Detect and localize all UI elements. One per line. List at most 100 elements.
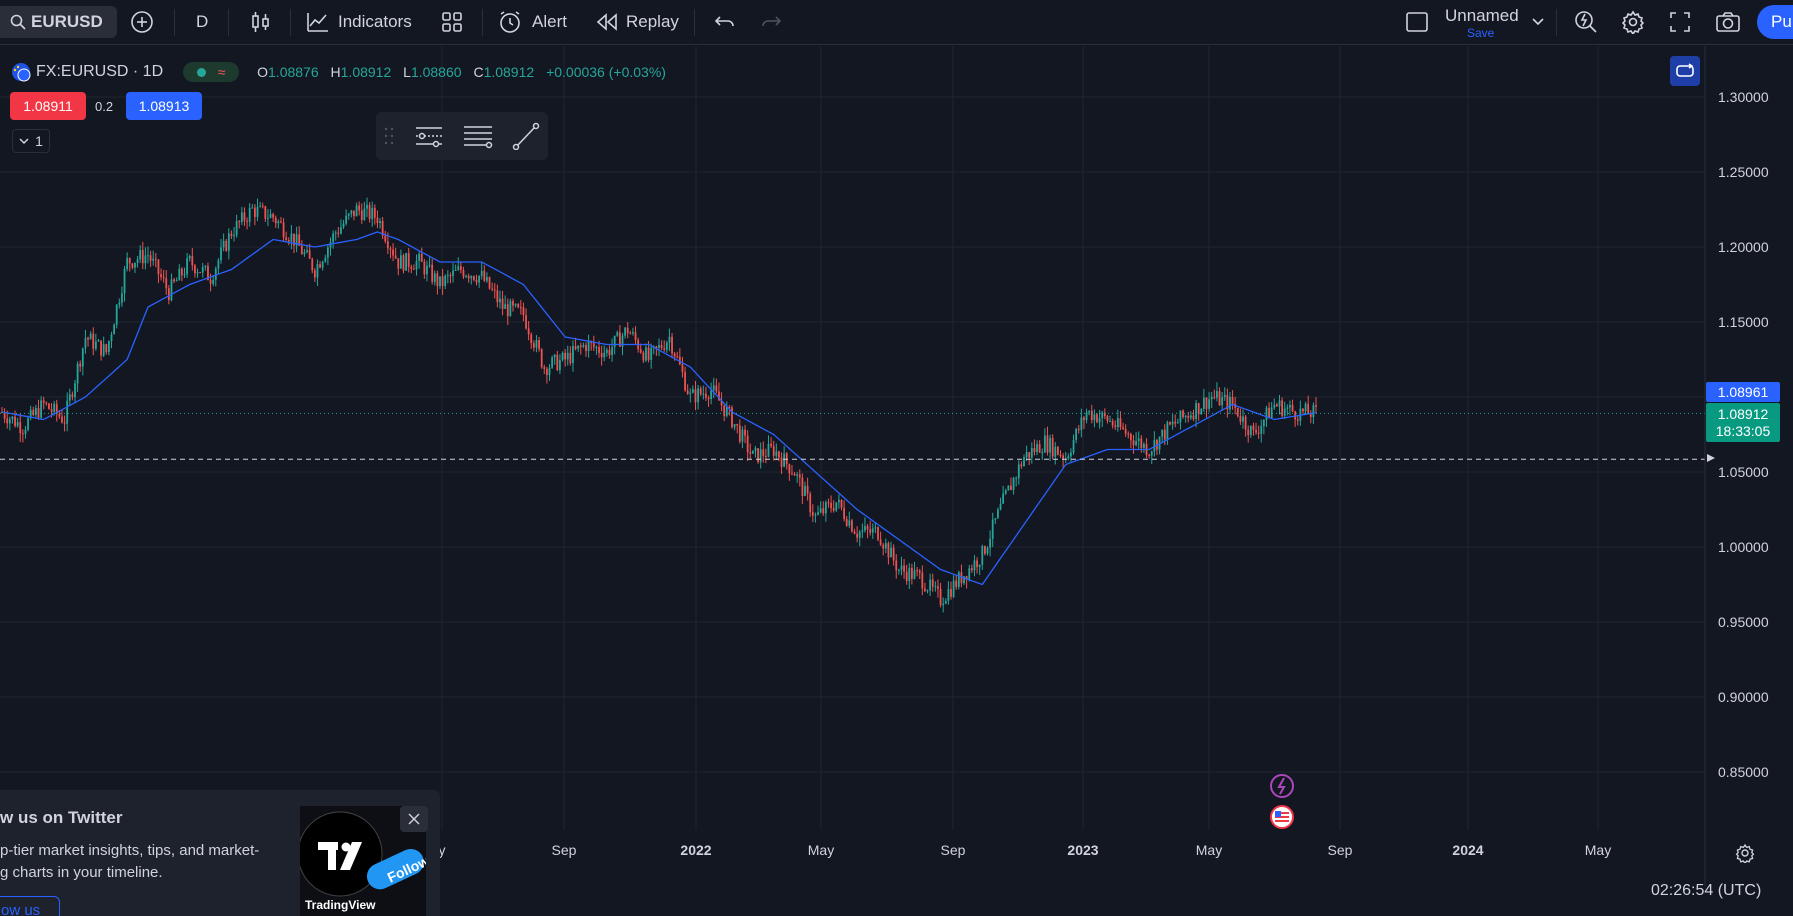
candle-body	[1202, 397, 1205, 409]
candle-body	[532, 343, 535, 348]
layout-dropdown[interactable]	[1532, 6, 1544, 38]
candle-body	[772, 446, 775, 456]
trend-line-tool-icon[interactable]	[512, 122, 540, 150]
candle-body	[79, 363, 82, 367]
candle-body	[1017, 464, 1020, 479]
candle-body	[92, 333, 95, 349]
candle-body	[1291, 404, 1294, 412]
sell-button[interactable]: 1.08911	[10, 92, 86, 120]
candle-body	[355, 205, 358, 217]
candle-body	[1103, 412, 1106, 416]
candle-body	[446, 275, 449, 277]
utc-clock[interactable]: 02:26:54 (UTC)	[1651, 882, 1762, 899]
candle-body	[1208, 399, 1211, 409]
candle-body	[332, 233, 335, 243]
sync-icon	[1676, 63, 1694, 77]
candle-body	[115, 304, 118, 325]
redo-icon	[762, 16, 782, 27]
candle-body	[308, 250, 311, 259]
candle-body	[551, 357, 554, 368]
replay-button[interactable]: Replay	[596, 6, 679, 38]
candle-body	[379, 221, 381, 223]
candle-body	[261, 205, 264, 207]
dividend-event-icon[interactable]	[1268, 772, 1296, 800]
layout-name-button[interactable]: Unnamed Save	[1445, 6, 1540, 40]
candle-body	[1247, 429, 1250, 436]
settings-button[interactable]	[1621, 6, 1645, 38]
candle-body	[918, 570, 921, 573]
candle-body	[626, 327, 629, 334]
candle-body	[556, 354, 559, 371]
redo-button[interactable]	[760, 6, 782, 38]
candle-body	[162, 276, 165, 279]
candle-body	[710, 389, 713, 400]
candle-body	[431, 264, 434, 282]
gear-icon[interactable]	[1735, 843, 1755, 863]
candle-body	[569, 352, 572, 363]
compare-add-button[interactable]	[130, 6, 156, 38]
indicators-button[interactable]: Indicators	[306, 6, 412, 38]
market-status-badge[interactable]: ≈	[183, 62, 240, 82]
candle-body	[579, 345, 582, 347]
snapshot-button[interactable]	[1715, 6, 1741, 38]
candle-body	[681, 364, 684, 373]
candle-body	[405, 253, 408, 271]
parallel-lines-tool-icon[interactable]	[462, 122, 494, 150]
candle-body	[1088, 410, 1091, 413]
alert-button[interactable]: Alert	[498, 6, 567, 38]
candle-body	[892, 547, 895, 561]
collapse-indicators-button[interactable]: 1	[12, 129, 50, 153]
layout-menu-button[interactable]	[1405, 6, 1429, 38]
chart-type-button[interactable]	[250, 6, 272, 38]
candle-body	[1096, 414, 1098, 423]
price-chart[interactable]	[0, 46, 1793, 886]
candle-body	[830, 502, 832, 509]
candle-body	[691, 389, 694, 393]
low-key: L	[403, 64, 411, 80]
candle-body	[274, 217, 277, 224]
candle-body	[1174, 421, 1177, 424]
candle-body	[1077, 429, 1080, 431]
candle-body	[76, 363, 79, 384]
quick-search-button[interactable]	[1574, 6, 1598, 38]
candle-body	[770, 443, 773, 447]
candle-body	[188, 256, 191, 259]
close-widget-button[interactable]	[400, 806, 428, 832]
fullscreen-button[interactable]	[1669, 6, 1691, 38]
twitter-follow-button[interactable]: ow us	[0, 896, 60, 916]
interval-button[interactable]: D	[196, 6, 208, 38]
candle-body	[827, 502, 830, 504]
sync-button[interactable]	[1670, 56, 1700, 86]
candle-body	[999, 503, 1002, 510]
candle-body	[856, 533, 859, 538]
symbol-search-button[interactable]: EURUSD	[0, 6, 117, 38]
symbol-title[interactable]: FX:EURUSD · 1D	[36, 63, 164, 80]
twitter-text-line: g charts in your timeline.	[0, 864, 163, 881]
candle-body	[1150, 451, 1153, 456]
candle-body	[293, 233, 295, 246]
candle-body	[1312, 405, 1315, 418]
horizontal-ray-tool-icon[interactable]	[414, 122, 444, 150]
publish-button[interactable]: Pu	[1757, 5, 1793, 39]
candle-body	[126, 258, 129, 269]
templates-button[interactable]	[441, 6, 463, 38]
buy-button[interactable]: 1.08913	[126, 92, 202, 120]
candle-body	[199, 272, 202, 274]
drag-handle-icon[interactable]	[384, 126, 394, 146]
candle-body	[1083, 417, 1085, 421]
time-axis-label: May	[1195, 842, 1223, 858]
candle-body	[1059, 454, 1062, 456]
candle-body	[705, 393, 707, 398]
candle-body	[725, 407, 728, 416]
candle-body	[757, 448, 759, 463]
candle-body	[1262, 419, 1265, 427]
candle-body	[512, 301, 514, 306]
candle-body	[358, 205, 361, 211]
candle-body	[1236, 407, 1239, 417]
candle-body	[1273, 404, 1276, 408]
candle-body	[264, 206, 267, 219]
candle-body	[970, 568, 973, 571]
us-flag-event-icon[interactable]	[1268, 803, 1296, 831]
candle-body	[723, 405, 726, 416]
undo-button[interactable]	[714, 6, 736, 38]
